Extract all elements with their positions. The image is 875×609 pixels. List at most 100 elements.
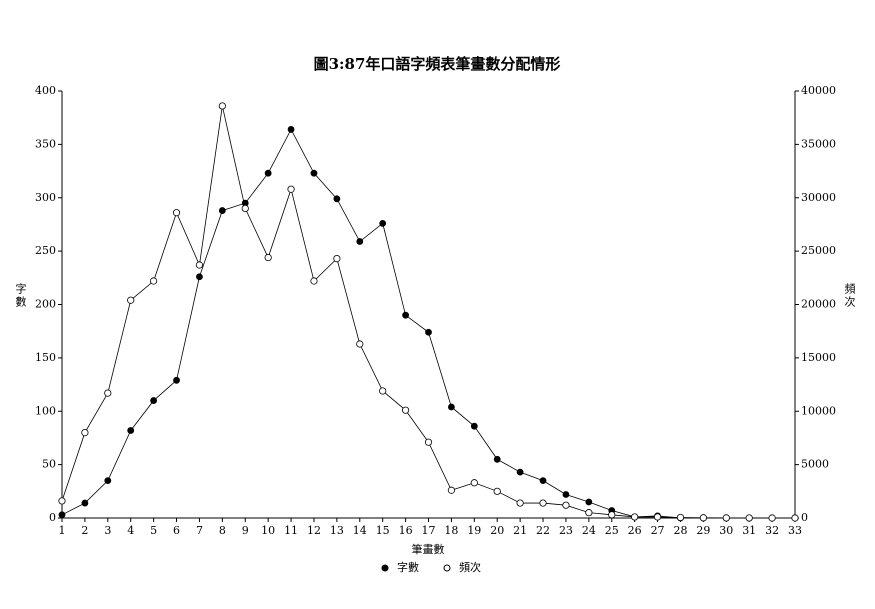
x-tick-label: 6: [173, 524, 180, 537]
y2-tick-label: 25000: [801, 244, 836, 257]
x-tick-label: 26: [628, 524, 642, 537]
x-tick-label: 16: [399, 524, 413, 537]
data-point: [356, 238, 364, 245]
y-tick-label: 150: [35, 351, 56, 364]
data-point: [173, 376, 180, 384]
y2-tick-label: 15000: [801, 351, 836, 364]
y-tick-label: 350: [35, 137, 56, 150]
x-tick-label: 22: [536, 524, 550, 537]
x-tick-label: 23: [559, 524, 573, 537]
data-point: [539, 499, 547, 507]
data-point: [447, 486, 456, 494]
data-point: [516, 499, 524, 507]
y2-tick-label: 5000: [801, 458, 829, 471]
data-point: [333, 195, 341, 203]
data-point: [379, 219, 387, 227]
y-tick-label: 200: [35, 298, 56, 311]
data-point: [768, 514, 776, 522]
x-tick-label: 28: [673, 524, 687, 537]
x-tick-label: 8: [219, 524, 226, 537]
data-point: [699, 514, 707, 522]
x-tick-label: 30: [719, 524, 733, 537]
series-line: [61, 128, 795, 519]
chart-title: 圖3:87年口語字頻表筆畫數分配情形: [314, 55, 561, 73]
x-tick-label: 33: [788, 524, 802, 537]
data-point: [745, 514, 753, 522]
x-tick-label: 9: [242, 524, 249, 537]
x-tick-label: 20: [490, 524, 504, 537]
y2-tick-label: 20000: [801, 298, 836, 311]
data-point: [653, 513, 662, 521]
data-point: [104, 389, 112, 397]
x-tick-label: 13: [330, 524, 344, 537]
data-point: [631, 513, 639, 521]
data-point: [264, 253, 272, 262]
x-tick-label: 21: [513, 524, 527, 537]
legend-marker: [443, 564, 451, 572]
data-point: [470, 422, 478, 430]
data-point: [539, 477, 547, 485]
data-point: [379, 387, 387, 395]
data-point: [562, 501, 570, 509]
data-point: [81, 428, 89, 437]
data-point: [791, 514, 799, 522]
x-tick-label: 10: [261, 524, 275, 537]
data-point: [150, 397, 158, 404]
data-point: [585, 498, 593, 506]
x-tick-label: 12: [307, 524, 321, 537]
x-tick-label: 25: [605, 524, 619, 537]
data-point: [218, 102, 226, 110]
data-point: [516, 468, 524, 476]
x-tick-label: 31: [742, 524, 756, 537]
y-tick-label: 100: [35, 404, 56, 417]
y2-axis-label: 頻次: [843, 282, 856, 309]
x-tick-label: 32: [765, 524, 779, 537]
data-point: [333, 254, 341, 263]
data-point: [264, 169, 272, 177]
y2-tick-label: 35000: [801, 137, 836, 150]
x-tick-label: 7: [196, 524, 203, 537]
x-tick-label: 3: [104, 524, 111, 537]
data-point: [493, 487, 501, 495]
x-tick-label: 24: [582, 524, 596, 537]
y2-tick-label: 30000: [801, 191, 836, 204]
data-point: [562, 491, 570, 498]
y-tick-label: 250: [35, 244, 56, 257]
x-tick-label: 15: [376, 524, 390, 537]
data-point: [676, 513, 685, 522]
data-point: [356, 340, 364, 348]
y-tick-label: 50: [42, 458, 56, 471]
legend-label: 頻次: [459, 560, 481, 574]
data-point: [241, 204, 249, 213]
x-tick-label: 17: [422, 524, 436, 537]
data-point: [104, 477, 112, 485]
y-axis-label: 字數: [14, 282, 27, 309]
x-tick-label: 14: [353, 524, 367, 537]
x-tick-label: 4: [127, 524, 134, 537]
x-tick-label: 11: [284, 524, 298, 537]
data-point: [150, 277, 158, 285]
y-tick-label: 300: [35, 191, 56, 204]
data-point: [195, 261, 204, 269]
data-point: [287, 126, 295, 133]
y2-tick-label: 40000: [801, 84, 836, 97]
series-line: [61, 105, 795, 519]
data-point: [310, 277, 318, 285]
data-point: [585, 509, 593, 517]
data-point: [218, 207, 226, 214]
data-point: [287, 185, 295, 193]
data-point: [448, 403, 455, 411]
data-point: [401, 406, 410, 414]
data-point: [310, 169, 318, 177]
data-point: [81, 499, 89, 507]
data-point: [608, 511, 616, 519]
y-tick-label: 0: [49, 511, 56, 524]
data-point: [196, 273, 203, 281]
data-point: [58, 497, 66, 505]
data-point: [470, 479, 478, 487]
x-tick-label: 2: [81, 524, 88, 537]
data-point: [425, 328, 432, 336]
x-tick-label: 19: [467, 524, 481, 537]
data-point: [127, 296, 135, 304]
